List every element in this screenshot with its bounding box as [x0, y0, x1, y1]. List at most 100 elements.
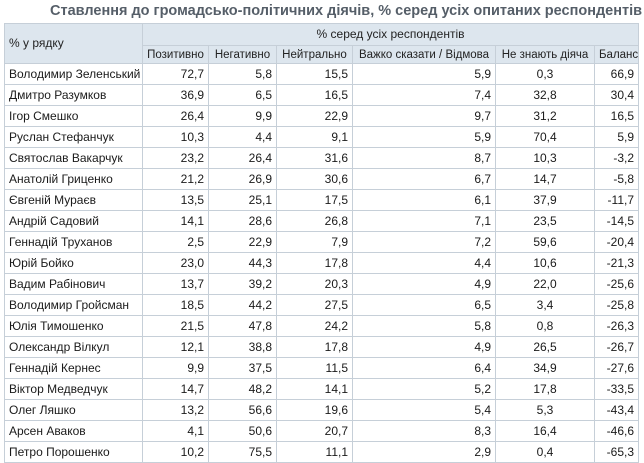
cell-hard-to-say: 6,7 — [352, 168, 496, 190]
politician-name: Євгеній Мураєв — [4, 189, 143, 211]
table-row: Ігор Смешко 26,4 9,9 22,9 9,7 31,2 16,5 — [4, 105, 640, 127]
politician-name: Руслан Стефанчук — [4, 126, 143, 148]
cell-negative: 5,8 — [208, 63, 277, 85]
politician-name: Арсен Аваков — [4, 420, 143, 442]
cell-hard-to-say: 6,4 — [352, 357, 496, 379]
cell-hard-to-say: 5,9 — [352, 63, 496, 85]
politician-name: Ігор Смешко — [4, 105, 143, 127]
column-header-balance: Баланс — [593, 45, 640, 64]
cell-balance: -26,3 — [593, 315, 640, 337]
cell-neutral: 7,9 — [276, 231, 353, 253]
cell-balance: -20,4 — [593, 231, 640, 253]
cell-hard-to-say: 5,2 — [352, 378, 496, 400]
politician-name: Святослав Вакарчук — [4, 147, 143, 169]
table-row: Дмитро Разумков 36,9 6,5 16,5 7,4 32,8 30,4 — [4, 84, 640, 106]
column-header-positive: Позитивно — [142, 45, 209, 64]
cell-negative: 44,2 — [208, 294, 277, 316]
cell-dont-know: 34,9 — [495, 357, 595, 379]
cell-dont-know: 23,5 — [495, 210, 595, 232]
cell-negative: 37,5 — [208, 357, 277, 379]
cell-neutral: 17,8 — [276, 336, 353, 358]
cell-neutral: 20,7 — [276, 420, 353, 442]
politician-name: Юрій Бойко — [4, 252, 143, 274]
cell-dont-know: 59,6 — [495, 231, 595, 253]
cell-dont-know: 32,8 — [495, 84, 595, 106]
cell-dont-know: 3,4 — [495, 294, 595, 316]
politician-name: Дмитро Разумков — [4, 84, 143, 106]
politician-name: Петро Порошенко — [4, 441, 143, 463]
row-header: % у рядку — [4, 23, 143, 64]
cell-dont-know: 10,6 — [495, 252, 595, 274]
table-row: Руслан Стефанчук 10,3 4,4 9,1 5,9 70,4 5,9 — [4, 126, 640, 148]
cell-balance: -21,3 — [593, 252, 640, 274]
table-row: Анатолій Гриценко 21,2 26,9 30,6 6,7 14,7 -5,8 — [4, 168, 640, 190]
cell-hard-to-say: 8,7 — [352, 147, 496, 169]
cell-balance: -46,6 — [593, 420, 640, 442]
cell-neutral: 17,5 — [276, 189, 353, 211]
cell-balance: 16,5 — [593, 105, 640, 127]
cell-hard-to-say: 5,4 — [352, 399, 496, 421]
cell-positive: 14,1 — [142, 210, 209, 232]
column-header-hard-to-say: Важко сказати / Відмова — [352, 45, 496, 64]
cell-negative: 75,5 — [208, 441, 277, 463]
politician-name: Володимир Гройсман — [4, 294, 143, 316]
column-header-dont-know: Не знають діяча — [495, 45, 595, 64]
cell-balance: -33,5 — [593, 378, 640, 400]
cell-hard-to-say: 5,8 — [352, 315, 496, 337]
table-row: Юлія Тимошенко 21,5 47,8 24,2 5,8 0,8 -26,3 — [4, 315, 640, 337]
cell-positive: 13,5 — [142, 189, 209, 211]
cell-negative: 26,9 — [208, 168, 277, 190]
table-row: Володимир Зеленський 72,7 5,8 15,5 5,9 0,3 66,… — [4, 63, 640, 85]
cell-neutral: 11,1 — [276, 441, 353, 463]
politician-name: Юлія Тимошенко — [4, 315, 143, 337]
cell-negative: 25,1 — [208, 189, 277, 211]
cell-positive: 21,5 — [142, 315, 209, 337]
table-row: Юрій Бойко 23,0 44,3 17,8 4,4 10,6 -21,3 — [4, 252, 640, 274]
cell-dont-know: 0,8 — [495, 315, 595, 337]
cell-negative: 28,6 — [208, 210, 277, 232]
politician-name: Вадим Рабінович — [4, 273, 143, 295]
cell-positive: 12,1 — [142, 336, 209, 358]
cell-negative: 48,2 — [208, 378, 277, 400]
column-header-negative: Негативно — [208, 45, 277, 64]
cell-positive: 18,5 — [142, 294, 209, 316]
politician-name: Геннадій Кернес — [4, 357, 143, 379]
cell-hard-to-say: 7,4 — [352, 84, 496, 106]
cell-positive: 23,0 — [142, 252, 209, 274]
cell-positive: 10,3 — [142, 126, 209, 148]
cell-hard-to-say: 8,3 — [352, 420, 496, 442]
cell-hard-to-say: 7,1 — [352, 210, 496, 232]
politician-name: Геннадій Труханов — [4, 231, 143, 253]
cell-balance: -27,6 — [593, 357, 640, 379]
politician-name: Олександр Вілкул — [4, 336, 143, 358]
cell-hard-to-say: 6,5 — [352, 294, 496, 316]
cell-neutral: 15,5 — [276, 63, 353, 85]
politician-name: Віктор Медведчук — [4, 378, 143, 400]
attitudes-table: % у рядку % серед усіх респондентів Пози… — [4, 23, 640, 463]
table-row: Петро Порошенко 10,2 75,5 11,1 2,9 0,4 -65,3 — [4, 441, 640, 463]
cell-negative: 39,2 — [208, 273, 277, 295]
cell-dont-know: 5,3 — [495, 399, 595, 421]
cell-negative: 56,6 — [208, 399, 277, 421]
cell-neutral: 24,2 — [276, 315, 353, 337]
cell-neutral: 9,1 — [276, 126, 353, 148]
cell-balance: -65,3 — [593, 441, 640, 463]
cell-balance: -5,8 — [593, 168, 640, 190]
cell-neutral: 20,3 — [276, 273, 353, 295]
cell-dont-know: 70,4 — [495, 126, 595, 148]
cell-positive: 9,9 — [142, 357, 209, 379]
cell-dont-know: 14,7 — [495, 168, 595, 190]
cell-negative: 26,4 — [208, 147, 277, 169]
page-title: Ставлення до громадсько-політичних діячі… — [50, 3, 643, 19]
cell-balance: -26,7 — [593, 336, 640, 358]
cell-neutral: 19,6 — [276, 399, 353, 421]
table-row: Святослав Вакарчук 23,2 26,4 31,6 8,7 10,3 -3,… — [4, 147, 640, 169]
cell-positive: 21,2 — [142, 168, 209, 190]
cell-hard-to-say: 5,9 — [352, 126, 496, 148]
cell-positive: 26,4 — [142, 105, 209, 127]
cell-dont-know: 31,2 — [495, 105, 595, 127]
cell-positive: 2,5 — [142, 231, 209, 253]
table-row: Вадим Рабінович 13,7 39,2 20,3 4,9 22,0 -25,6 — [4, 273, 640, 295]
cell-hard-to-say: 9,7 — [352, 105, 496, 127]
cell-balance: 30,4 — [593, 84, 640, 106]
